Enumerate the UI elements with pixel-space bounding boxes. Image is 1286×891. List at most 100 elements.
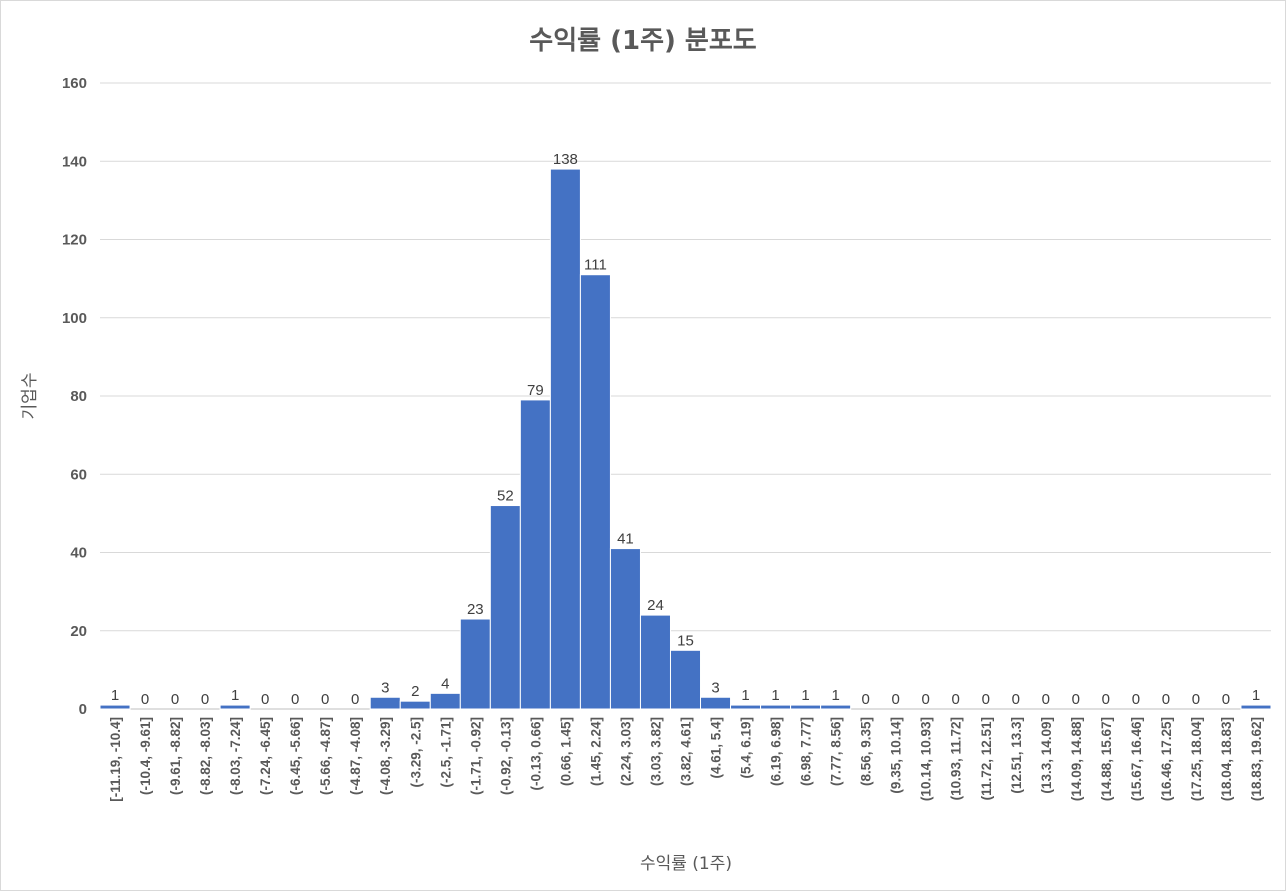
bar <box>219 704 251 710</box>
bar <box>730 704 762 710</box>
x-tick-label: [-11.19, -10.4] <box>108 717 123 802</box>
y-tick-label: 80 <box>70 388 87 405</box>
data-label: 0 <box>1072 691 1080 708</box>
x-tick-label: (-7.24, -6.45] <box>258 717 273 795</box>
x-tick-label: (12.51, 13.3] <box>1009 717 1024 794</box>
x-tick-label: (6.19, 6.98] <box>769 717 784 786</box>
x-tick-label: (-8.82, -8.03] <box>198 717 213 795</box>
y-tick-label: 20 <box>70 623 87 640</box>
data-label: 0 <box>291 691 299 708</box>
x-tick-label: (2.24, 3.03] <box>618 717 633 786</box>
data-label: 15 <box>677 632 694 649</box>
x-tick-label: (7.77, 8.56] <box>829 717 844 786</box>
x-tick-label: (-6.45, -5.66] <box>288 717 303 795</box>
data-label: 0 <box>1192 691 1200 708</box>
y-tick-label: 0 <box>79 701 87 718</box>
bar <box>700 696 732 710</box>
data-label: 1 <box>1252 687 1260 704</box>
y-tick-label: 100 <box>62 310 87 327</box>
x-tick-label: (13.3, 14.09] <box>1039 717 1054 794</box>
x-tick-label: (-5.66, -4.87] <box>318 717 333 795</box>
x-tick-label: (-4.87, -4.08] <box>348 717 363 795</box>
data-label: 0 <box>892 691 900 708</box>
data-label: 0 <box>261 691 269 708</box>
data-label: 1 <box>771 687 779 704</box>
bars <box>99 168 1272 710</box>
y-tick-label: 120 <box>62 232 87 249</box>
x-tick-label: (18.04, 18.83] <box>1219 717 1234 801</box>
x-tick-label: (-8.03, -7.24] <box>228 717 243 795</box>
y-tick-label: 160 <box>62 75 87 92</box>
y-tick-label: 40 <box>70 545 87 562</box>
x-tick-label: (8.56, 9.35] <box>859 717 874 786</box>
bar <box>820 704 852 710</box>
x-tick-label: (14.09, 14.88] <box>1069 717 1084 801</box>
y-tick-label: 140 <box>62 153 87 170</box>
bar <box>519 399 551 710</box>
bar <box>99 704 131 710</box>
x-tick-label: (-0.92, -0.13] <box>498 717 513 795</box>
bar <box>790 704 822 710</box>
data-label: 0 <box>1162 691 1170 708</box>
data-label: 0 <box>1102 691 1110 708</box>
bar <box>429 692 461 710</box>
data-label: 0 <box>351 691 359 708</box>
x-tick-label: (15.67, 16.46] <box>1129 717 1144 801</box>
x-tick-label: (10.93, 11.72] <box>949 717 964 800</box>
bar <box>669 649 702 710</box>
x-tick-label: (14.88, 15.67] <box>1099 717 1114 801</box>
x-tick-label: (-4.08, -3.29] <box>378 717 393 795</box>
data-label: 23 <box>467 601 484 618</box>
x-tick-label: (-3.29, -2.5] <box>408 717 423 788</box>
x-tick-label: (-2.5, -1.71] <box>438 717 453 788</box>
x-tick-label: (17.25, 18.04] <box>1189 717 1204 801</box>
bar <box>399 700 431 710</box>
data-label: 24 <box>647 597 664 614</box>
data-label: 0 <box>201 691 209 708</box>
data-label: 0 <box>141 691 149 708</box>
data-label: 111 <box>584 257 607 274</box>
x-tick-label: (16.46, 17.25] <box>1159 717 1174 801</box>
data-label: 1 <box>801 687 809 704</box>
x-axis-title: 수익률 (1주) <box>640 854 732 874</box>
data-label: 4 <box>441 675 449 692</box>
x-tick-label: (3.03, 3.82] <box>648 717 663 786</box>
y-tick-label: 60 <box>70 466 87 483</box>
data-label: 0 <box>982 691 990 708</box>
data-label: 138 <box>553 151 578 168</box>
x-tick-label: (3.82, 4.61] <box>679 717 694 786</box>
data-label: 52 <box>497 488 514 505</box>
data-label: 1 <box>111 687 119 704</box>
data-label: 41 <box>617 531 634 548</box>
bar <box>609 548 641 710</box>
data-label: 0 <box>922 691 930 708</box>
data-label: 0 <box>171 691 179 708</box>
data-label: 0 <box>321 691 329 708</box>
x-axis-ticks: [-11.19, -10.4] (-10.4, -9.61] (-9.61, -8.… <box>108 717 1264 802</box>
bar <box>369 696 401 710</box>
data-label: 0 <box>861 691 869 708</box>
data-label: 1 <box>741 687 749 704</box>
x-tick-label: (9.35, 10.14] <box>889 717 904 794</box>
data-label: 3 <box>711 679 719 696</box>
data-label: 2 <box>411 683 419 700</box>
x-tick-label: (11.72, 12.51] <box>979 717 994 800</box>
bar <box>579 274 611 710</box>
x-tick-label: (5.4, 6.19] <box>739 717 754 779</box>
x-tick-label: (0.66, 1.45] <box>558 717 573 786</box>
bar <box>639 614 671 710</box>
bar <box>549 168 581 710</box>
bar <box>760 704 792 710</box>
data-label: 0 <box>1132 691 1140 708</box>
x-tick-label: (-0.13, 0.66] <box>528 717 543 791</box>
data-label: 0 <box>1222 691 1230 708</box>
x-tick-label: (18.83, 19.62] <box>1249 717 1264 801</box>
x-tick-label: (-10.4, -9.61] <box>138 717 153 795</box>
x-tick-label: (4.61, 5.4] <box>709 717 724 779</box>
data-label: 0 <box>1042 691 1050 708</box>
y-axis-ticks: 0 20 40 60 80 100 120 140 160 <box>62 75 87 718</box>
data-label: 0 <box>1012 691 1020 708</box>
chart-title: 수익률 (1주) 분포도 <box>529 26 756 56</box>
